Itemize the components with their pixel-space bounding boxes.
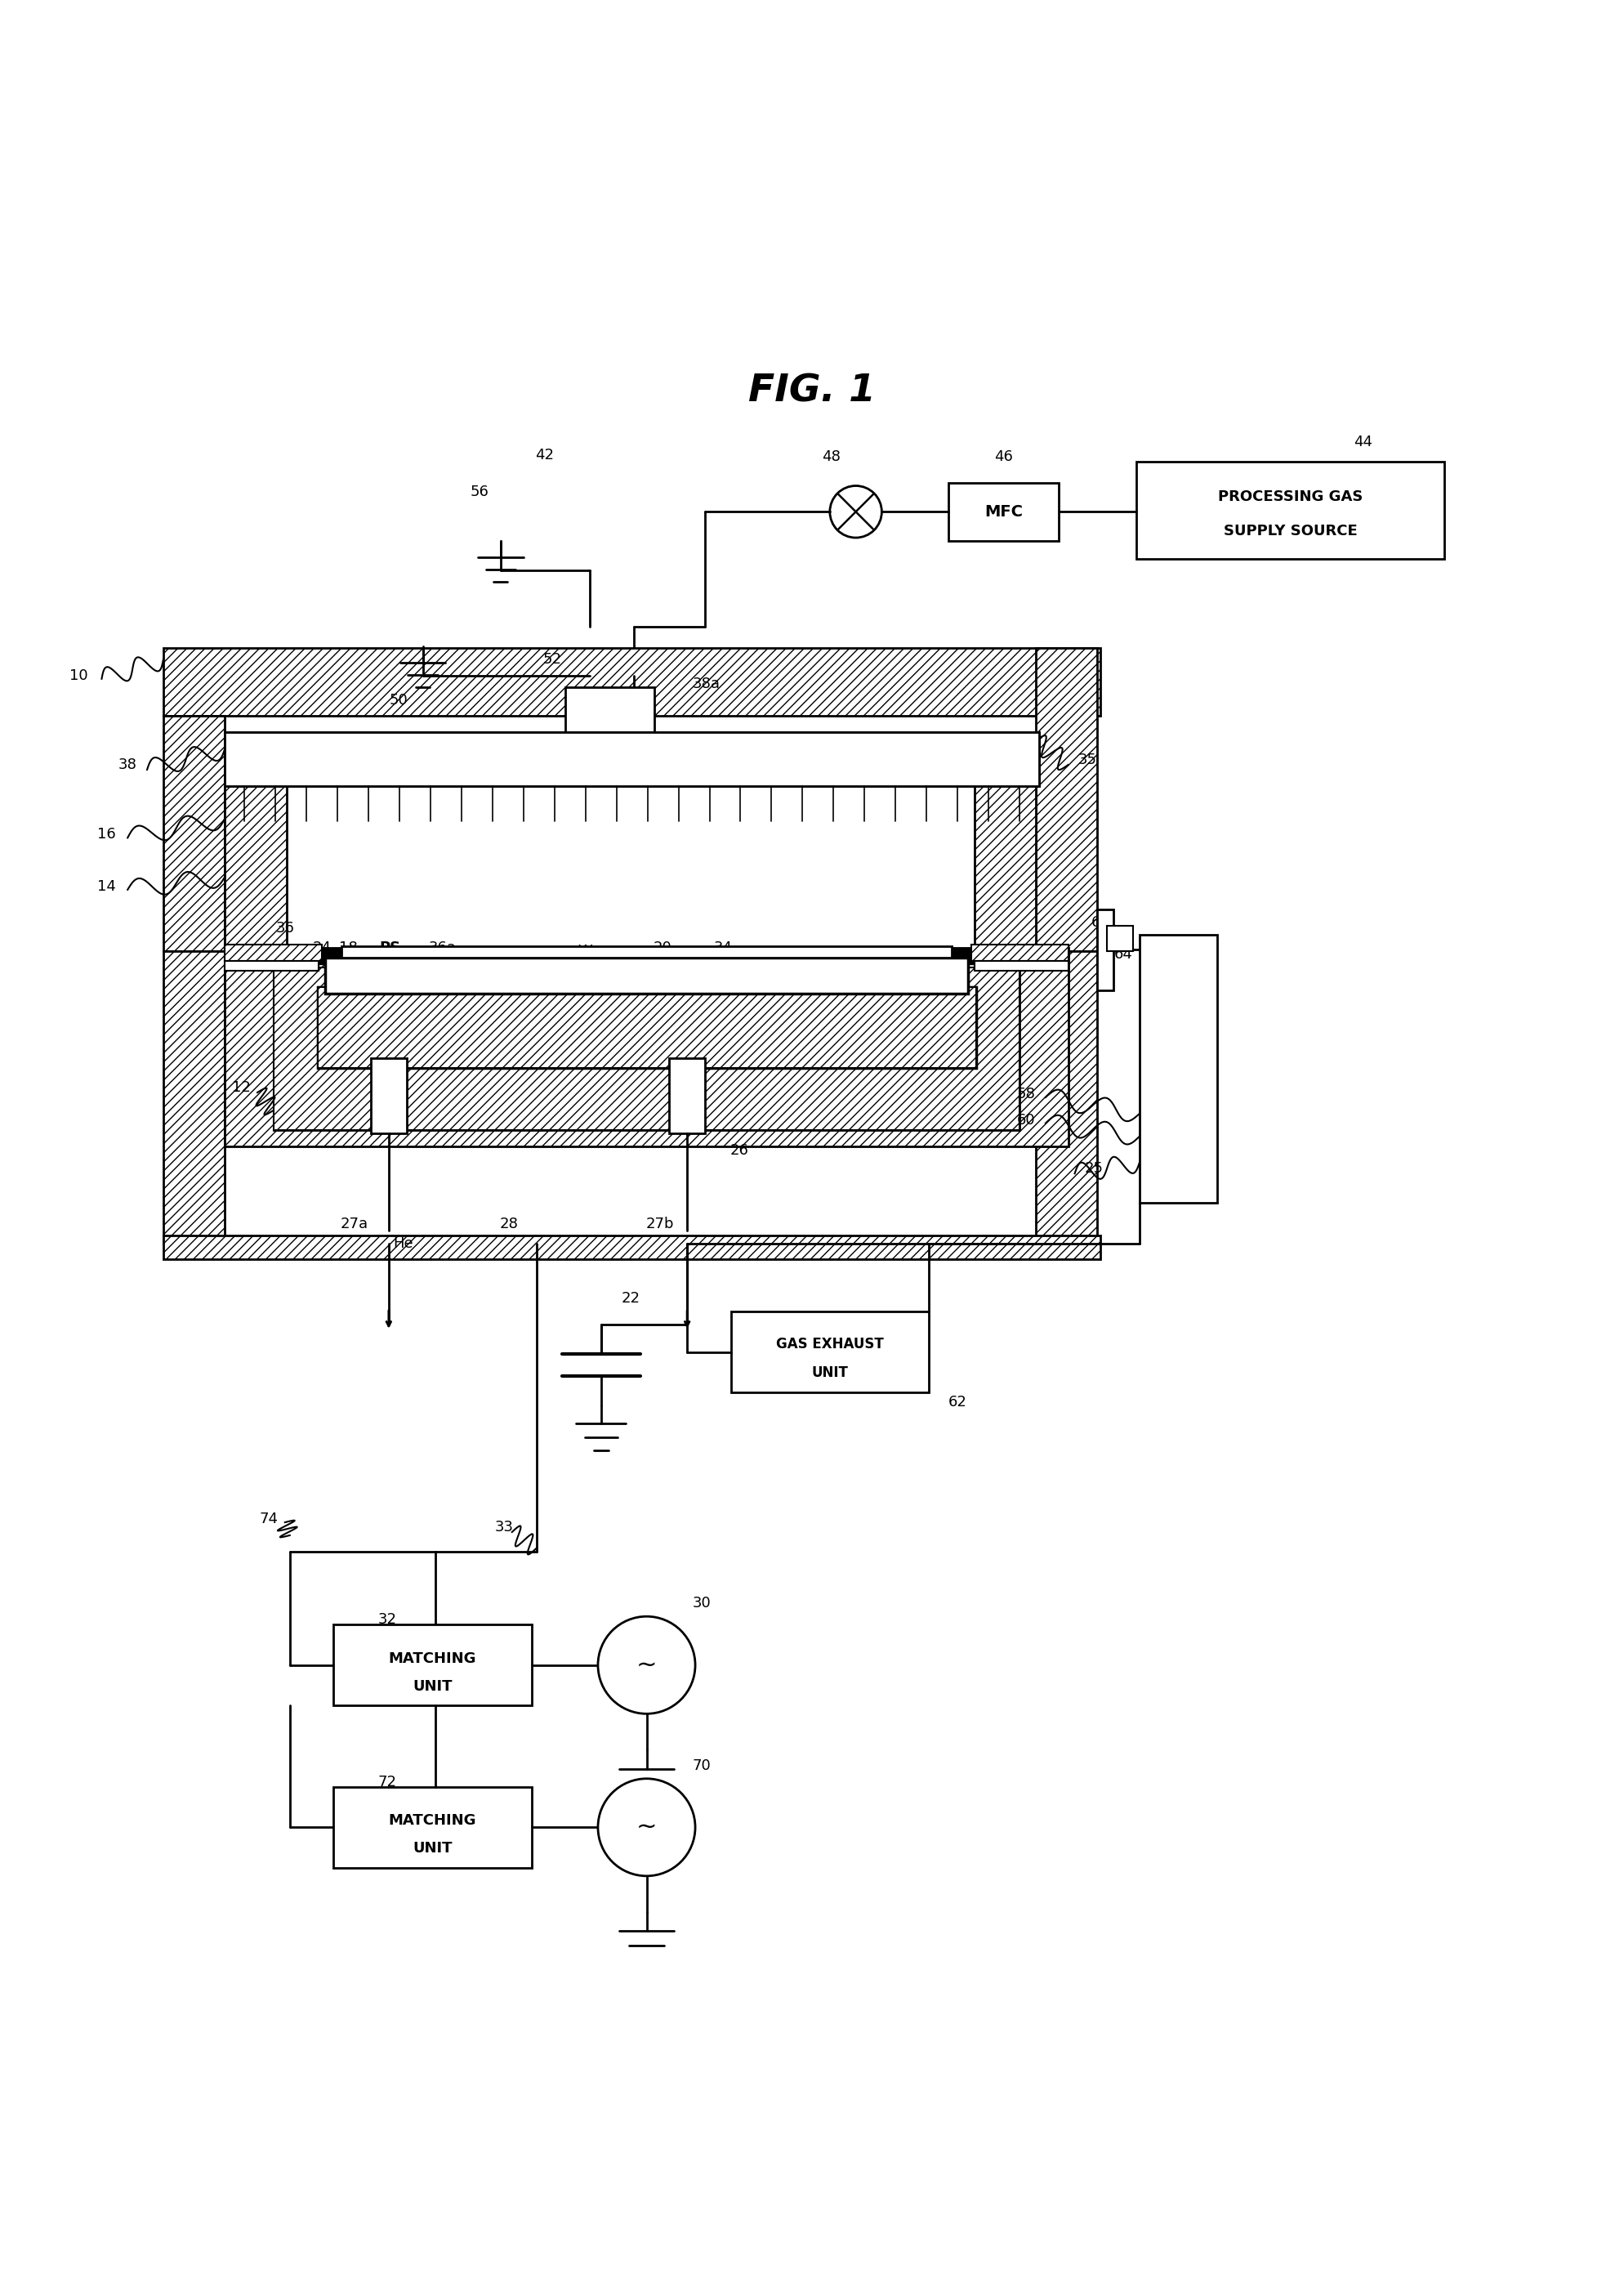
Bar <box>341 947 952 958</box>
Bar <box>948 484 1059 541</box>
Text: 32: 32 <box>378 1611 396 1627</box>
Text: 30: 30 <box>692 1595 711 1611</box>
Text: 36a: 36a <box>429 940 456 956</box>
Text: 18: 18 <box>339 940 357 956</box>
Text: 28: 28 <box>500 1217 518 1231</box>
Text: MFC: MFC <box>984 504 1023 520</box>
Bar <box>333 1625 531 1705</box>
Bar <box>164 715 226 951</box>
Text: 44: 44 <box>1354 435 1372 449</box>
Text: 34: 34 <box>713 940 732 956</box>
Bar <box>669 1059 705 1132</box>
Bar <box>565 688 654 733</box>
Text: 56: 56 <box>471 486 489 500</box>
Bar <box>1036 951 1098 1242</box>
Text: 22: 22 <box>620 1290 640 1306</box>
Bar <box>226 786 286 951</box>
Text: 38a: 38a <box>693 676 721 692</box>
Bar <box>1108 926 1134 951</box>
Text: MATCHING: MATCHING <box>388 1813 476 1829</box>
Text: 33: 33 <box>494 1520 513 1536</box>
Text: 38: 38 <box>119 756 136 772</box>
Text: 27b: 27b <box>645 1217 674 1231</box>
Bar <box>273 967 1020 1130</box>
Text: SUPPLY SOURCE: SUPPLY SOURCE <box>1223 525 1358 539</box>
Text: MATCHING: MATCHING <box>388 1650 476 1666</box>
Text: 72: 72 <box>378 1774 396 1790</box>
Text: 70: 70 <box>692 1758 711 1774</box>
Text: 64: 64 <box>1114 947 1132 963</box>
Text: 40: 40 <box>620 733 640 747</box>
Text: UNIT: UNIT <box>412 1678 453 1694</box>
Text: 26: 26 <box>729 1144 749 1157</box>
Circle shape <box>598 1616 695 1714</box>
Circle shape <box>830 486 882 539</box>
Text: UNIT: UNIT <box>412 1840 453 1857</box>
Text: 27a: 27a <box>341 1217 369 1231</box>
Bar <box>226 733 1039 786</box>
Text: 74: 74 <box>260 1513 278 1526</box>
Text: 16: 16 <box>97 827 115 841</box>
Bar <box>1137 461 1444 559</box>
Text: 24: 24 <box>313 940 331 956</box>
Text: UNIT: UNIT <box>812 1366 848 1380</box>
Text: W: W <box>578 944 593 958</box>
Bar <box>333 1788 531 1868</box>
Text: ~: ~ <box>637 1653 658 1678</box>
Text: 42: 42 <box>534 447 554 463</box>
Bar <box>317 988 976 1068</box>
Text: 48: 48 <box>822 449 841 463</box>
Bar <box>974 960 1069 972</box>
Bar <box>164 1235 1101 1261</box>
Text: 10: 10 <box>70 669 88 683</box>
Text: 46: 46 <box>994 449 1013 463</box>
Bar <box>164 649 1101 715</box>
Text: 35: 35 <box>1078 752 1098 768</box>
Circle shape <box>598 1779 695 1875</box>
Text: 58: 58 <box>1017 1086 1036 1102</box>
Text: 52: 52 <box>542 651 562 667</box>
Bar <box>1098 910 1114 990</box>
Text: PROCESSING GAS: PROCESSING GAS <box>1218 490 1363 504</box>
Bar <box>1140 935 1218 1203</box>
Text: GAS EXHAUST: GAS EXHAUST <box>776 1336 883 1352</box>
Text: 50: 50 <box>390 692 408 708</box>
Bar <box>971 944 1069 960</box>
Text: 66: 66 <box>1091 915 1109 931</box>
Bar <box>273 967 1020 1130</box>
Bar <box>226 949 1069 1146</box>
Text: 62: 62 <box>948 1396 968 1410</box>
Bar <box>731 1311 929 1394</box>
Bar <box>164 951 226 1242</box>
Text: 36: 36 <box>276 921 294 935</box>
Text: FIG. 1: FIG. 1 <box>749 374 875 410</box>
Text: ~: ~ <box>637 1815 658 1838</box>
Bar <box>974 786 1036 951</box>
Bar <box>226 949 1036 965</box>
Bar <box>317 988 976 1068</box>
Text: 60: 60 <box>1017 1112 1036 1128</box>
Text: PS: PS <box>380 940 401 956</box>
Bar <box>226 733 1039 786</box>
Text: 25: 25 <box>1085 1162 1104 1176</box>
Bar <box>325 958 968 992</box>
Bar <box>226 960 318 972</box>
Text: 20: 20 <box>653 940 672 956</box>
Bar <box>1036 649 1098 951</box>
Text: He: He <box>393 1235 414 1251</box>
Bar <box>370 1059 406 1132</box>
Text: 12: 12 <box>232 1080 250 1096</box>
Bar <box>226 944 322 960</box>
Text: 54: 54 <box>309 736 326 752</box>
Text: 14: 14 <box>97 880 115 894</box>
